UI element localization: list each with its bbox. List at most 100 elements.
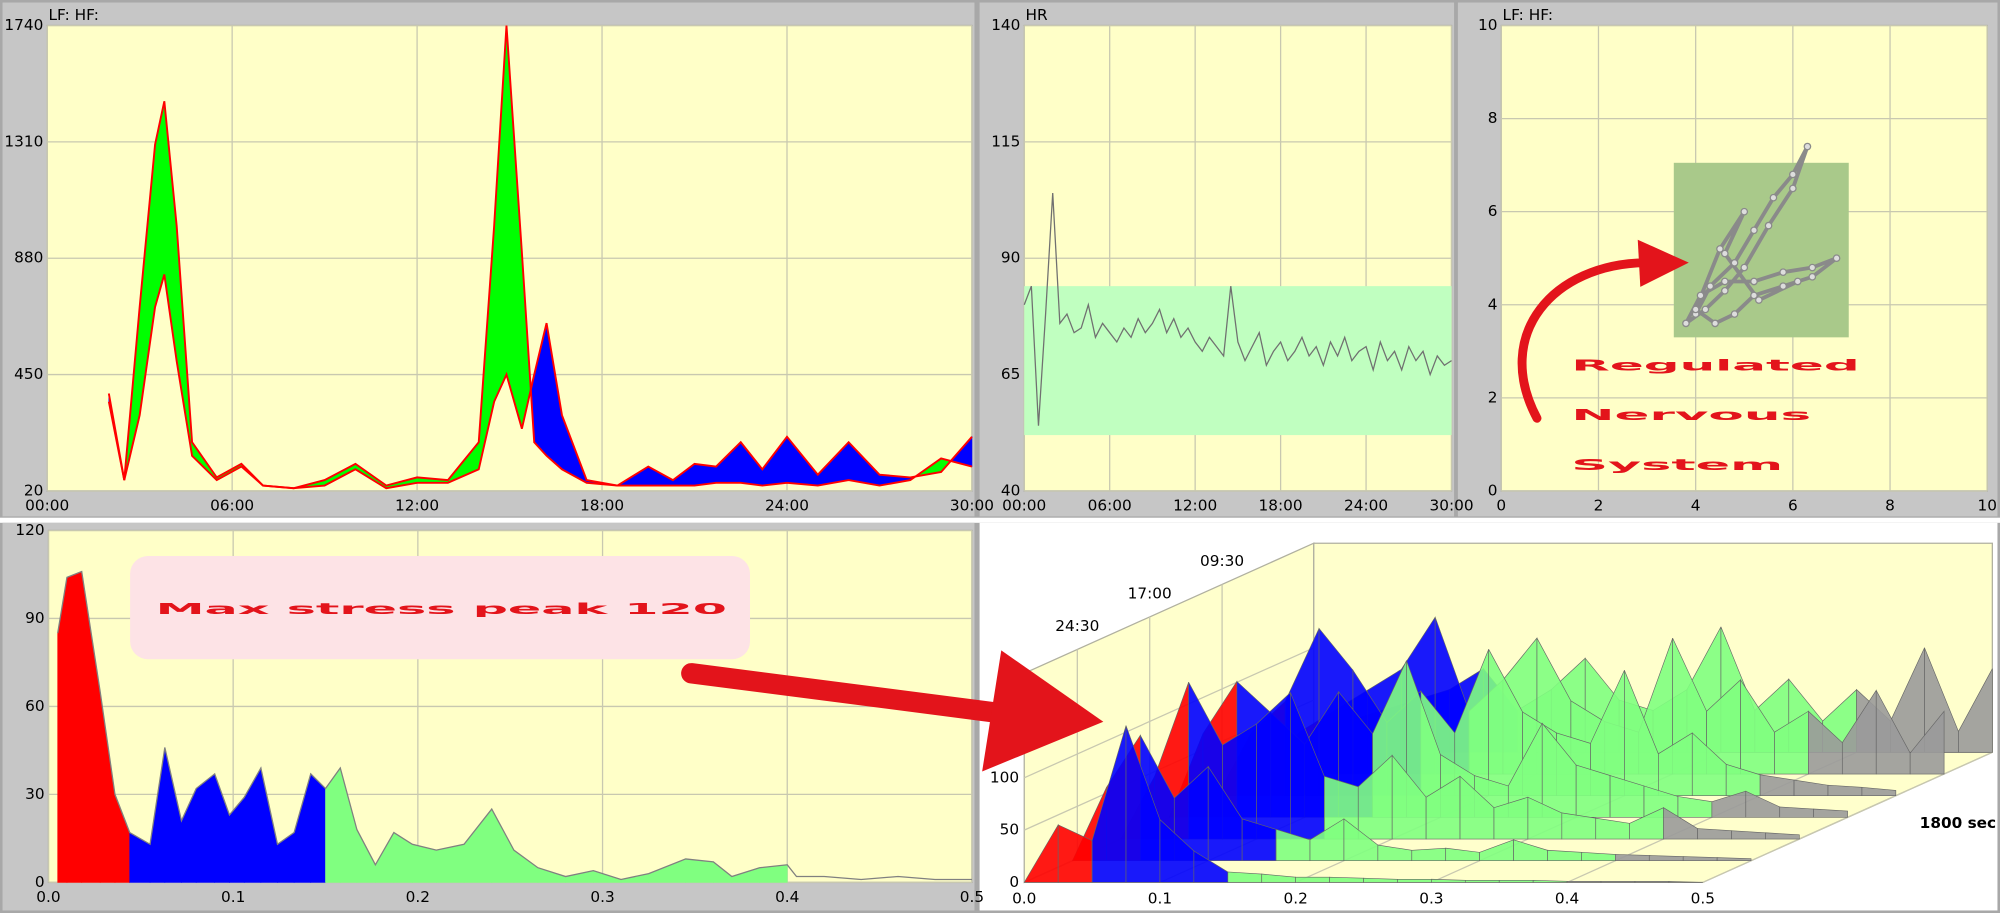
y-tick-label: 0 [35, 873, 45, 891]
spectrum-segment [195, 773, 216, 883]
y-tick-label: 1310 [4, 132, 43, 150]
scatter-point [1769, 193, 1778, 202]
spectrum-slice-segment [1363, 877, 1398, 883]
spectrum-slice-segment [1498, 879, 1534, 883]
y-tick-label: 0 [1009, 873, 1019, 891]
annotation: Nervous [1571, 406, 1811, 424]
spectrum-slice-segment [1227, 871, 1263, 883]
spectrum-slice-segment [1765, 832, 1800, 840]
spectrum-slice-segment [1397, 878, 1432, 883]
separator [0, 517, 2000, 523]
scatter-point [1730, 310, 1739, 318]
series-line [107, 25, 973, 490]
arrow-head [1637, 239, 1689, 287]
scatter-point [1696, 291, 1705, 300]
spectrum-segment [685, 858, 714, 883]
x-tick-label: 18:00 [580, 497, 624, 515]
scatter-point [1720, 249, 1729, 258]
annotation: Regulated [1571, 356, 1859, 374]
x-tick-label: 18:00 [1259, 497, 1303, 515]
x-tick-label: 30:00 [1429, 497, 1473, 515]
spectrum-slice-segment [1861, 786, 1897, 797]
target-band [1024, 286, 1452, 436]
x-tick-label: 0.3 [1419, 889, 1443, 907]
y-tick-label: 4 [1488, 295, 1498, 313]
scatter-point [1779, 268, 1787, 277]
spectrum-slice-segment [1547, 849, 1582, 862]
trajectory [1684, 144, 1839, 326]
y-tick-label: 40 [1001, 481, 1020, 499]
x-tick-label: 0.2 [406, 888, 430, 906]
annotations: Max stress peak 120 Regulated Nervous Sy… [130, 239, 1996, 832]
spectrum-slice-segment [1464, 879, 1500, 883]
annotation: System [1571, 456, 1783, 474]
spectrum-slice-segment [1697, 828, 1732, 840]
spectrum-slice-segment [1411, 847, 1447, 862]
y-tick-label: 65 [1001, 365, 1020, 383]
spectrum-slice-segment [1600, 881, 1636, 883]
x-tick-label: 06:00 [1088, 497, 1132, 515]
spectrum-segment [436, 843, 465, 883]
y-tick-label: 60 [25, 697, 44, 715]
y-tick-label: 30 [25, 785, 44, 803]
scatter-point [1808, 273, 1817, 281]
x-tick-label: 00:00 [25, 497, 69, 515]
arrow [1517, 258, 1650, 423]
x-tick-label: 0.1 [221, 888, 245, 906]
spectrum-segment [66, 571, 83, 883]
x-tick-label: 00:00 [1002, 497, 1046, 515]
chart-title: LF: HF: [1503, 6, 1553, 24]
spectrum-slice-segment [1648, 855, 1684, 862]
spectrum-slice-segment [1909, 710, 1945, 775]
arrow [681, 663, 1018, 725]
x-tick-label: 0.5 [960, 888, 984, 906]
spectrum-slice-segment [1668, 881, 1703, 883]
scatter-point [1808, 263, 1817, 272]
y-tick-label: 50 [1000, 821, 1019, 839]
annotation-box [130, 555, 750, 660]
depth-tick-label: 09:30 [1200, 552, 1244, 570]
scatter-point [1706, 282, 1715, 290]
y-tick-label: 10 [1478, 16, 1497, 34]
depth-label: 1800 sec [1920, 814, 1996, 832]
scatter-point [1779, 282, 1787, 290]
x-tick-label: 4 [1691, 497, 1701, 515]
scatter-point [1701, 305, 1710, 314]
scatter-point [1711, 319, 1719, 328]
spectrum-slice-segment [1716, 857, 1752, 862]
x-tick-label: 30:00 [950, 497, 994, 515]
y-tick-label: 90 [1001, 249, 1020, 267]
x-tick-label: 0 [1496, 497, 1506, 515]
scatter-point [1691, 305, 1700, 314]
arrow-head [982, 650, 1104, 772]
y-tick-label: 2 [1488, 388, 1498, 406]
x-tick-label: 0.0 [36, 888, 60, 906]
scatter-point [1740, 207, 1749, 216]
scatter-point [1750, 226, 1758, 235]
spectrum-slice-segment [1615, 854, 1650, 862]
depth-tick-label: 24:30 [1055, 617, 1099, 635]
y-tick-label: 20 [24, 481, 43, 499]
scatter-point [1716, 245, 1724, 253]
scatter-point [1740, 263, 1749, 272]
depth-tick-label: 17:00 [1128, 584, 1172, 602]
scatter-point [1750, 277, 1758, 286]
spectrum-slice-segment [1827, 784, 1863, 797]
x-tick-label: 0.4 [775, 888, 799, 906]
scatter-point [1789, 184, 1797, 193]
spectrum-slice-segment [1295, 876, 1330, 883]
y-tick-label: 450 [14, 365, 43, 383]
x-tick-label: 12:00 [395, 497, 439, 515]
y-tick-label: 0 [1488, 481, 1498, 499]
scatter-point [1764, 221, 1773, 230]
spectrum-slice-segment [1958, 668, 1993, 753]
y-tick-label: 6 [1488, 202, 1498, 220]
x-tick-label: 0.3 [590, 888, 614, 906]
scatter-point [1803, 142, 1812, 151]
spectrum-slice-segment [1329, 876, 1364, 883]
x-tick-label: 24:00 [1344, 497, 1388, 515]
annotation: Max stress peak 120 [156, 600, 727, 618]
scatter-point [1793, 277, 1802, 286]
spectrum-slice-segment [1779, 806, 1814, 818]
y-tick-label: 140 [991, 16, 1020, 34]
